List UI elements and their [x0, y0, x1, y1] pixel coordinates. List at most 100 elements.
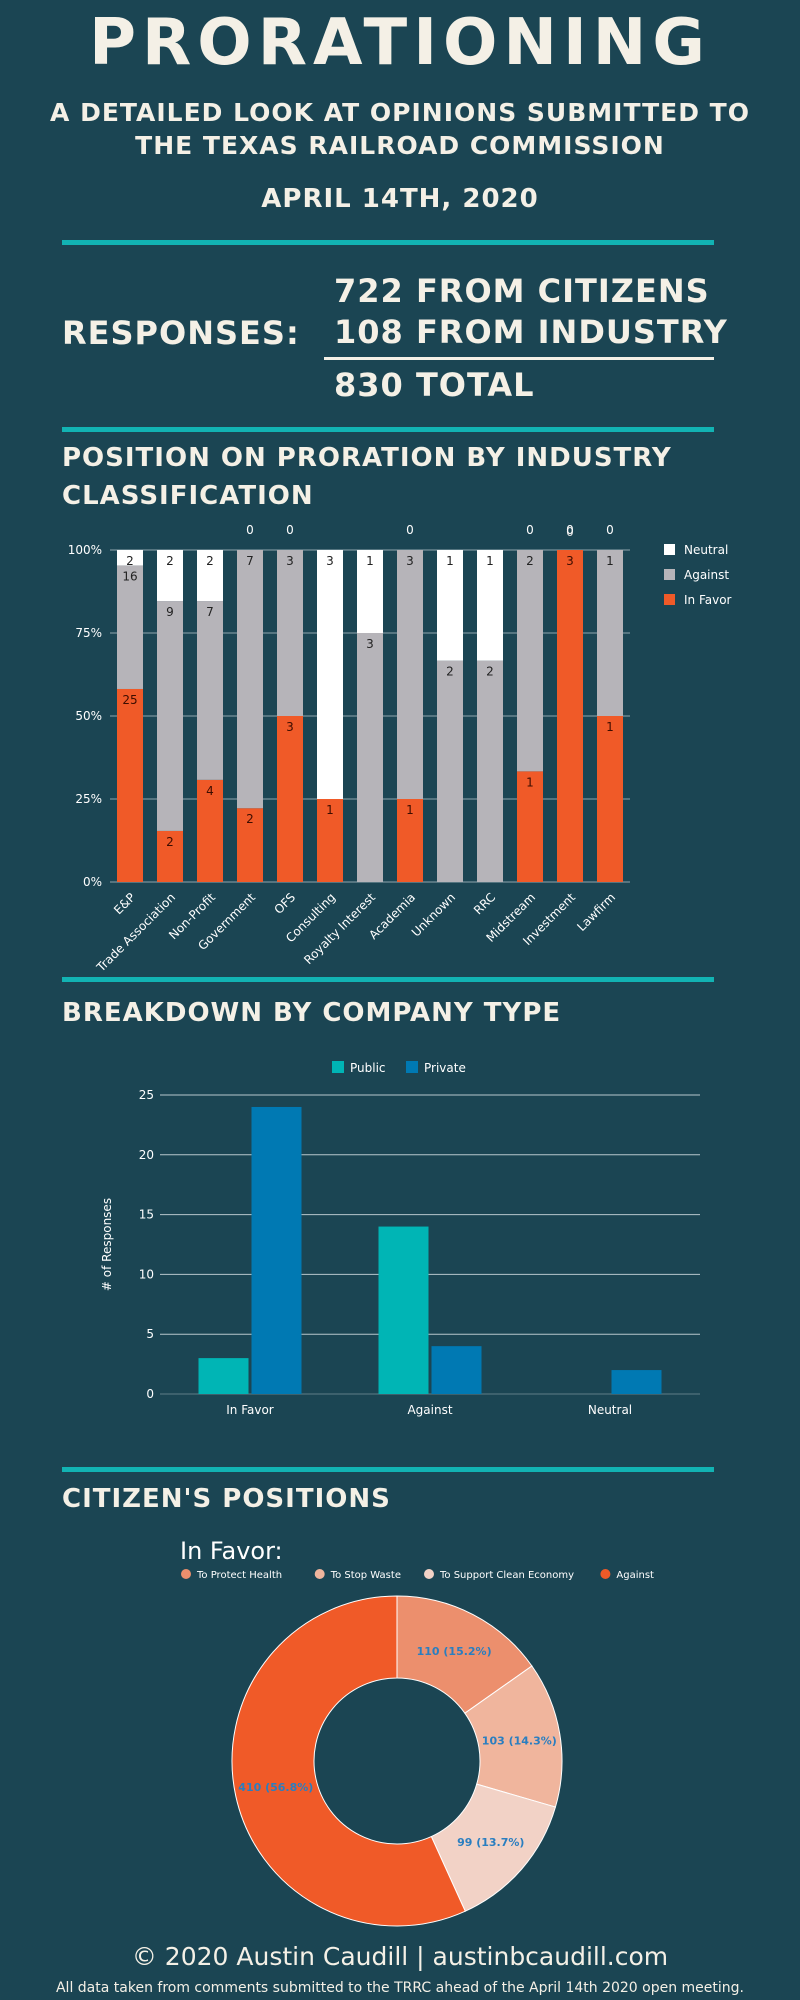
slice-label: 110 (15.2%): [417, 1645, 492, 1658]
legend-label: To Protect Health: [196, 1570, 282, 1581]
company-section-title: BREAKDOWN BY COMPANY TYPE: [62, 998, 562, 1028]
legend-label: Private: [424, 1061, 466, 1075]
legend-swatch: [664, 569, 675, 580]
slice-label: 410 (56.8%): [238, 1781, 313, 1794]
data-label: 1: [366, 554, 374, 568]
chart-title: In Favor:: [180, 1537, 283, 1565]
bar-neutral: [477, 550, 503, 661]
footer-credit: © 2020 Austin Caudill | austinbcaudill.c…: [131, 1942, 669, 1971]
x-tick-label: OFS: [271, 890, 298, 917]
legend-swatch: [181, 1569, 191, 1579]
bar-neutral: [157, 550, 183, 602]
responses-total: 830 TOTAL: [334, 366, 535, 404]
data-label: 1: [326, 803, 334, 817]
legend-label: Against: [616, 1570, 654, 1581]
data-label: 4: [206, 784, 214, 798]
y-tick-label: 10: [139, 1267, 154, 1281]
data-label: 25: [122, 693, 137, 707]
citizen-section-title: CITIZEN'S POSITIONS: [62, 1484, 391, 1514]
y-tick-label: 0%: [83, 875, 102, 889]
bar-neutral: [357, 550, 383, 633]
legend-swatch: [664, 544, 675, 555]
data-label: 1: [486, 554, 494, 568]
y-tick-label: 20: [139, 1148, 154, 1162]
bar-against: [277, 550, 303, 716]
divider: [62, 977, 714, 982]
bar-neutral: [317, 550, 343, 799]
responses-underline: [324, 357, 714, 360]
y-tick-label: 5: [146, 1327, 154, 1341]
data-label: 3: [406, 554, 414, 568]
bar-neutral: [437, 550, 463, 661]
bar-in-favor: [397, 799, 423, 882]
bar-private: [431, 1346, 482, 1394]
bar-in-favor: [237, 808, 263, 882]
data-label: 3: [566, 554, 574, 568]
y-tick-label: 75%: [75, 626, 102, 640]
data-label: 0: [526, 523, 534, 537]
page-title: PRORATIONING: [89, 6, 711, 80]
page-date: APRIL 14TH, 2020: [261, 184, 539, 214]
data-label: 3: [366, 637, 374, 651]
data-label: 1: [526, 775, 534, 789]
data-label: 2: [446, 665, 454, 679]
legend-swatch: [406, 1061, 418, 1073]
legend-label: Neutral: [684, 543, 728, 557]
legend-label: To Stop Waste: [330, 1570, 401, 1581]
page-subtitle: A DETAILED LOOK AT OPINIONS SUBMITTED TO…: [50, 98, 750, 160]
data-label: 2: [206, 554, 214, 568]
bar-in-favor: [557, 550, 583, 882]
x-tick-label: E&P: [111, 890, 138, 917]
y-tick-label: 50%: [75, 709, 102, 723]
y-tick-label: 25: [139, 1088, 154, 1102]
data-label: 1: [406, 803, 414, 817]
legend-swatch: [664, 594, 675, 605]
slice-against: [231, 1595, 466, 1927]
bar-against: [197, 601, 223, 780]
x-tick-label: Royalty Interest: [301, 890, 378, 967]
footer-note: All data taken from comments submitted t…: [55, 1980, 745, 1996]
bar-against: [477, 660, 503, 882]
divider: [62, 1467, 714, 1472]
y-tick-label: 25%: [75, 792, 102, 806]
data-label: 0: [566, 525, 574, 539]
data-label: 7: [246, 554, 254, 568]
legend-label: To Support Clean Economy: [439, 1570, 574, 1581]
bar-neutral: [117, 550, 143, 566]
data-label: 0: [286, 523, 294, 537]
bar-in-favor: [117, 688, 143, 882]
bar-in-favor: [197, 779, 223, 882]
responses-industry: 108 FROM INDUSTRY: [334, 313, 728, 351]
industry-section-title-line2: CLASSIFICATION: [62, 481, 314, 511]
bar-in-favor: [317, 799, 343, 882]
bar-public: [198, 1358, 249, 1394]
data-label: 0: [406, 523, 414, 537]
data-label: 2: [526, 554, 534, 568]
industry-section-title-line1: POSITION ON PRORATION BY INDUSTRY: [62, 443, 672, 473]
bar-in-favor: [517, 771, 543, 882]
data-label: 1: [606, 554, 614, 568]
legend-label: In Favor: [684, 593, 732, 607]
legend-swatch: [332, 1061, 344, 1073]
bar-in-favor: [157, 830, 183, 882]
legend-swatch: [600, 1569, 611, 1579]
bar-against: [517, 550, 543, 772]
data-label: 9: [166, 605, 174, 619]
bar-private: [251, 1106, 302, 1394]
x-tick-label: Lawfirm: [574, 890, 618, 934]
x-tick-label: In Favor: [226, 1403, 274, 1417]
bar-public: [378, 1226, 429, 1394]
bar-against: [237, 550, 263, 809]
data-label: 1: [606, 720, 614, 734]
data-label: 0: [246, 523, 254, 537]
x-tick-label: Against: [407, 1403, 452, 1417]
data-label: 0: [606, 523, 614, 537]
y-tick-label: 0: [146, 1387, 154, 1401]
bar-against: [437, 660, 463, 882]
data-label: 0: [566, 523, 574, 537]
data-label: 3: [326, 554, 334, 568]
legend-swatch: [424, 1569, 434, 1579]
bar-neutral: [197, 550, 223, 602]
data-label: 3: [286, 720, 294, 734]
